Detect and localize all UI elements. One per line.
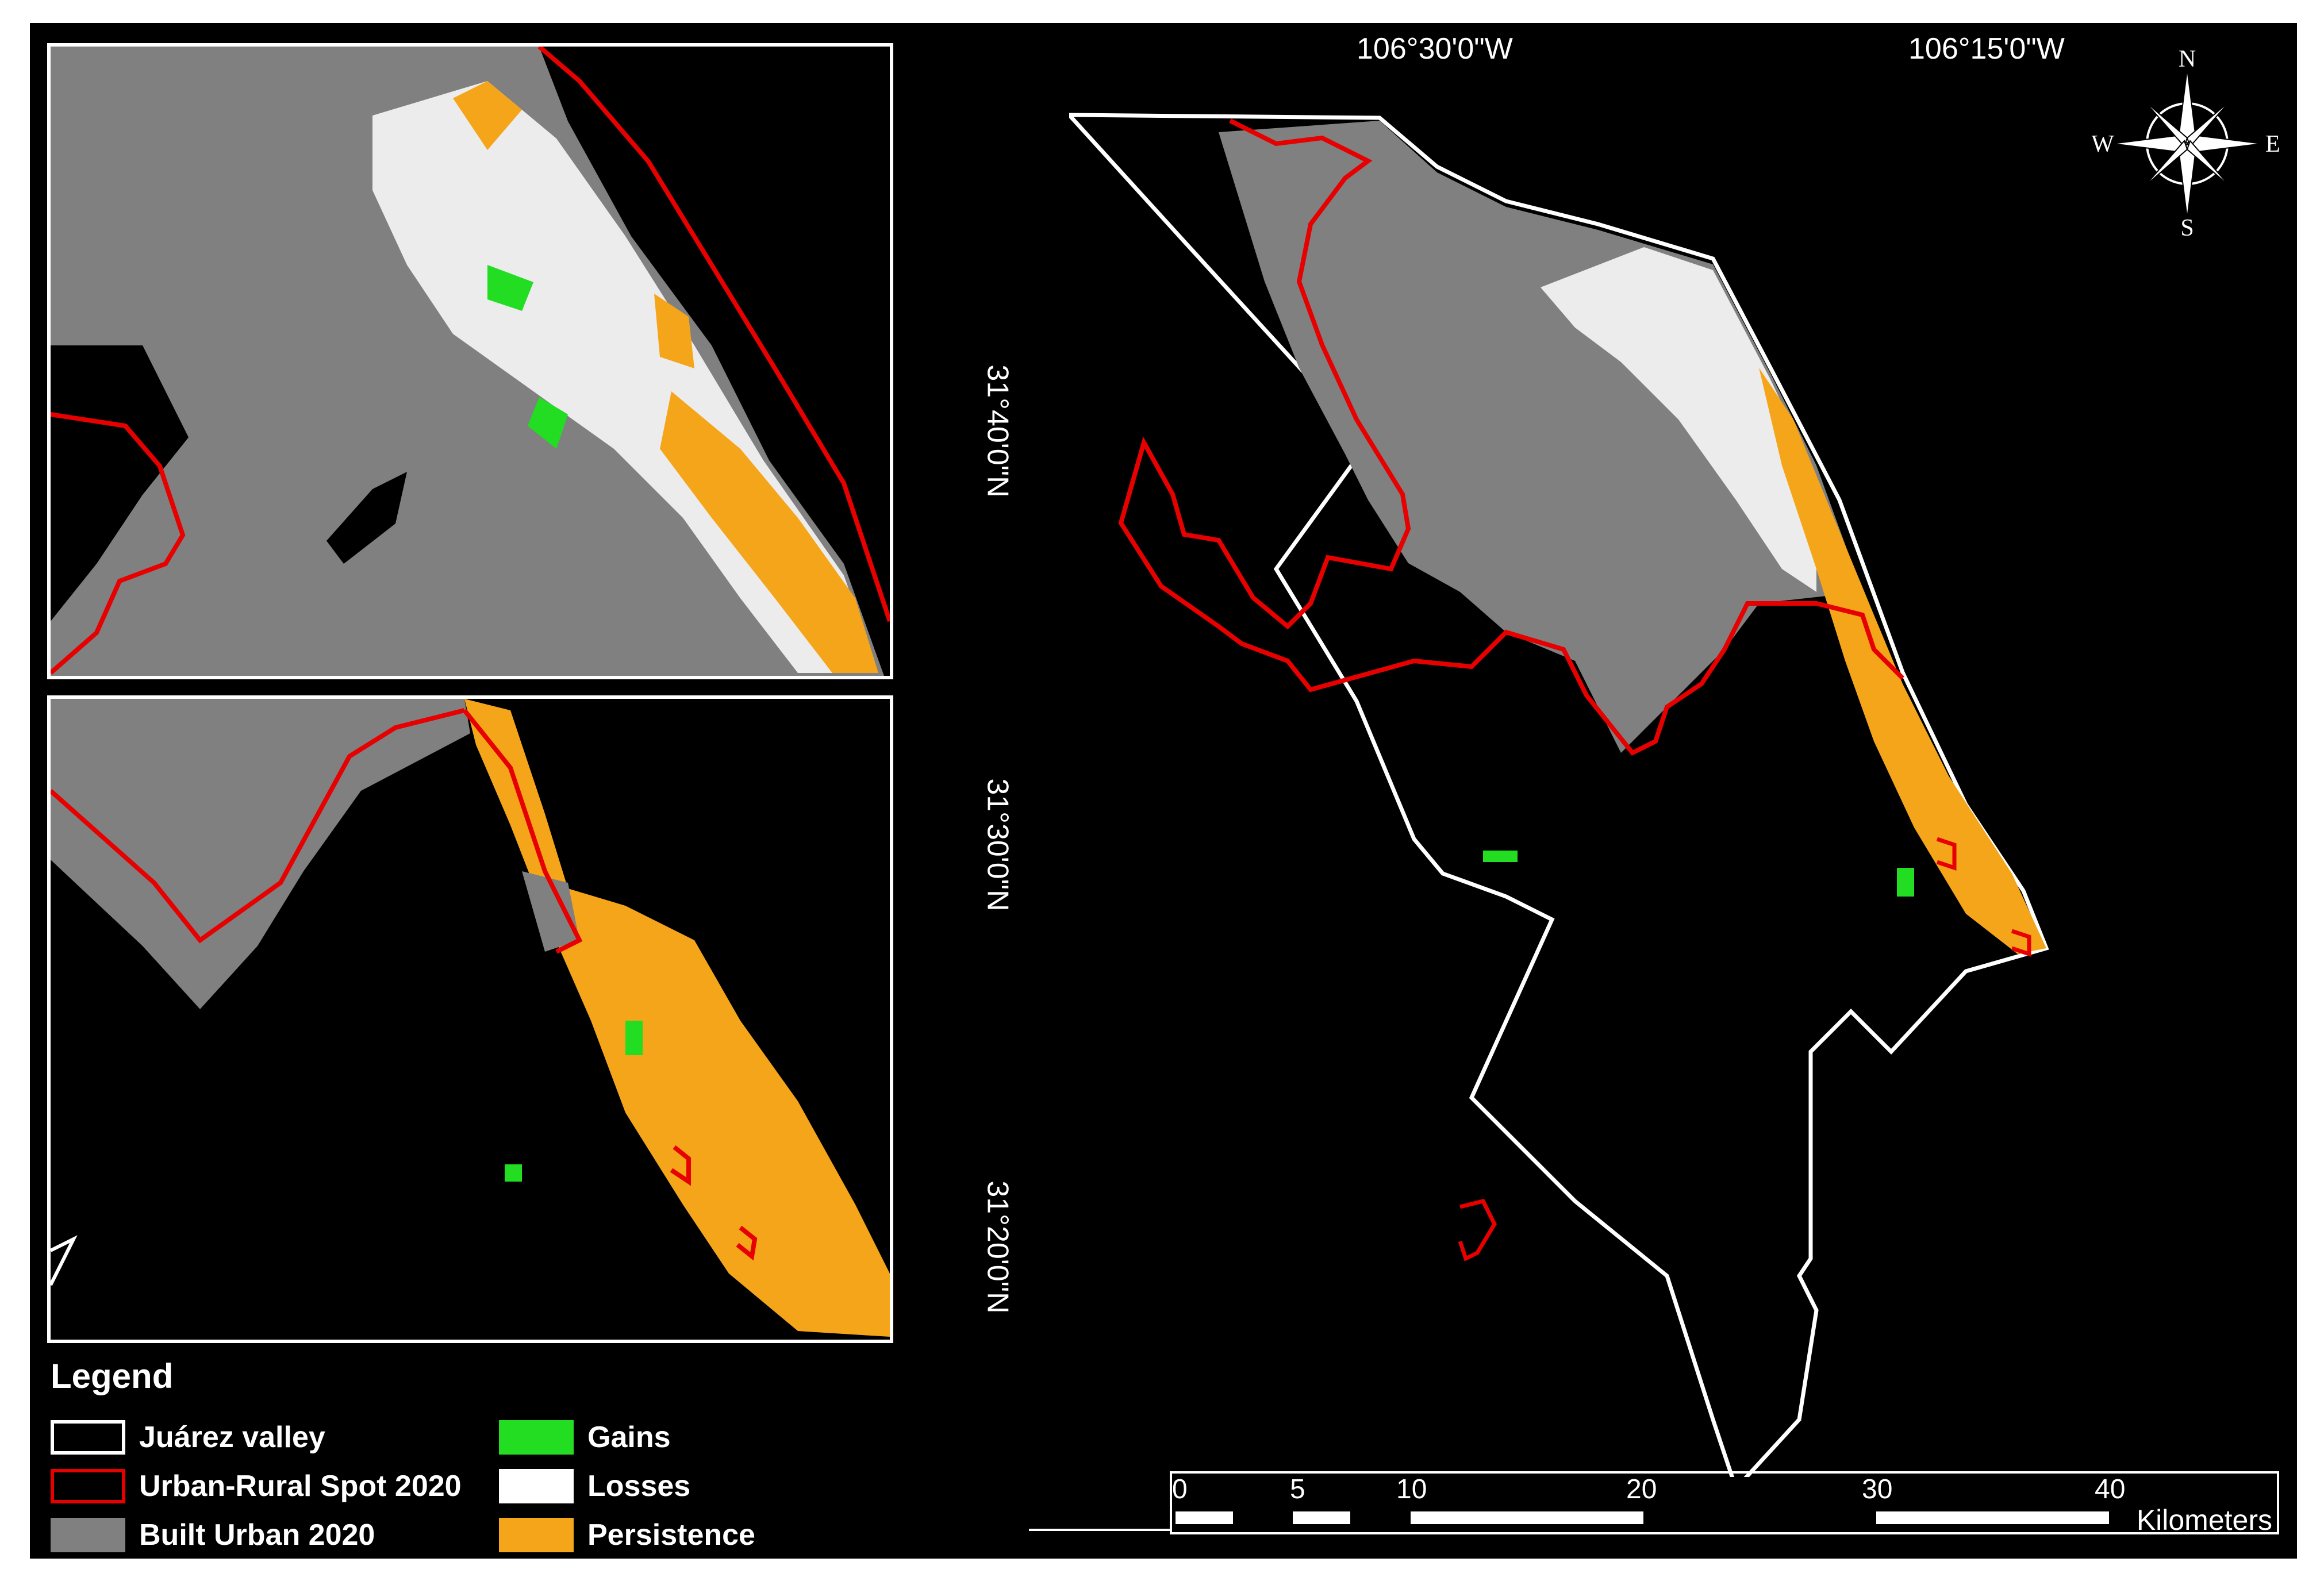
scale-tick-5: 5 — [1290, 1474, 1305, 1505]
compass-s: S — [2180, 215, 2194, 236]
gains-patch — [1483, 851, 1518, 862]
persistence-area — [660, 391, 878, 673]
legend-item-losses: Losses — [499, 1465, 690, 1507]
lat-label-bottom: 31°20'0"N — [981, 1180, 1015, 1314]
urban-rural-spot-2 — [736, 1225, 758, 1261]
scale-segment — [1176, 1511, 1233, 1524]
legend-swatch-gains — [499, 1420, 574, 1455]
scale-tick-20: 20 — [1626, 1474, 1657, 1505]
main-map-svg — [1065, 113, 2049, 1492]
inset-map-north — [47, 43, 893, 679]
urban-rural-spot — [1936, 837, 1957, 871]
lat-label-mid: 31°30'0"N — [981, 778, 1015, 911]
urban-rural-boundary — [51, 412, 186, 675]
scale-tick-40: 40 — [2095, 1474, 2126, 1505]
gains-patch-2 — [625, 1021, 643, 1055]
scale-segment — [1876, 1511, 2109, 1524]
legend-swatch-built — [51, 1518, 125, 1552]
valley-boundary — [51, 1235, 78, 1286]
scale-tick-0: 0 — [1172, 1474, 1188, 1505]
compass-e: E — [2265, 131, 2280, 157]
scale-unit: Kilometers — [2136, 1504, 2272, 1536]
gains-patch-2 — [528, 397, 568, 449]
scale-tick-10: 10 — [1396, 1474, 1427, 1505]
legend-label: Built Urban 2020 — [139, 1518, 375, 1552]
scalebar-leader-line — [1029, 1529, 1170, 1531]
legend-swatch-valley — [51, 1420, 125, 1455]
legend-item-juarez-valley: Juárez valley — [51, 1417, 325, 1458]
lat-label-top: 31°40'0"N — [981, 364, 1015, 498]
gains-patch — [505, 1164, 522, 1182]
urban-rural-boundary-east — [537, 47, 890, 622]
inset-south-svg — [51, 699, 890, 1340]
persistence-main — [1759, 368, 2046, 954]
lon-label-right: 106°15'0"W — [1908, 32, 2065, 66]
losses-main — [1541, 247, 1816, 592]
compass-svg: N S W E — [2091, 46, 2280, 241]
scale-tick-30: 30 — [1862, 1474, 1893, 1505]
persistence-patch-2 — [654, 294, 694, 368]
scale-segment — [1411, 1511, 1643, 1524]
urban-rural-spot — [670, 1145, 691, 1186]
legend-item-gains: Gains — [499, 1417, 671, 1458]
outside-area — [539, 47, 890, 676]
legend-item-built-urban: Built Urban 2020 — [51, 1514, 375, 1556]
inset-map-south — [47, 695, 893, 1343]
urban-rural-spot-3 — [1458, 1198, 1497, 1261]
legend-label: Persistence — [587, 1518, 755, 1552]
legend-label: Gains — [587, 1421, 671, 1454]
compass-n: N — [2179, 46, 2196, 72]
rural-area — [51, 345, 189, 621]
legend-swatch-urban-rural — [51, 1469, 125, 1503]
gains-patch — [487, 265, 533, 311]
legend-item-urban-rural: Urban-Rural Spot 2020 — [51, 1465, 462, 1507]
compass-rose-icon: N S W E — [2091, 46, 2282, 241]
scale-bar: 0 5 10 20 30 40 Kilometers — [1170, 1471, 2279, 1536]
gains-patch-2 — [1897, 868, 1914, 897]
urban-rural-boundary-main — [1118, 118, 1904, 756]
airport-area — [326, 472, 407, 564]
persistence-strip — [464, 699, 890, 1337]
scale-segment — [1293, 1511, 1350, 1524]
main-map — [1065, 98, 2150, 1492]
urban-rural-boundary-2 — [462, 709, 583, 954]
built-patch — [522, 871, 579, 952]
urban-rural-spot-2 — [2011, 929, 2031, 957]
compass-w: W — [2092, 131, 2114, 157]
legend-item-persistence: Persistence — [499, 1514, 755, 1556]
persistence-patch — [453, 81, 522, 150]
inset-north-svg — [51, 47, 890, 676]
legend-swatch-losses — [499, 1469, 574, 1503]
legend-label: Losses — [587, 1470, 691, 1503]
built-urban-area — [51, 699, 470, 1009]
urban-rural-boundary — [51, 708, 465, 944]
lon-label-left: 106°30'0"W — [1357, 32, 1513, 66]
legend-label: Urban-Rural Spot 2020 — [139, 1470, 462, 1503]
legend-title: Legend — [51, 1357, 174, 1395]
legend-label: Juárez valley — [139, 1421, 325, 1454]
legend-swatch-persistence — [499, 1518, 574, 1552]
